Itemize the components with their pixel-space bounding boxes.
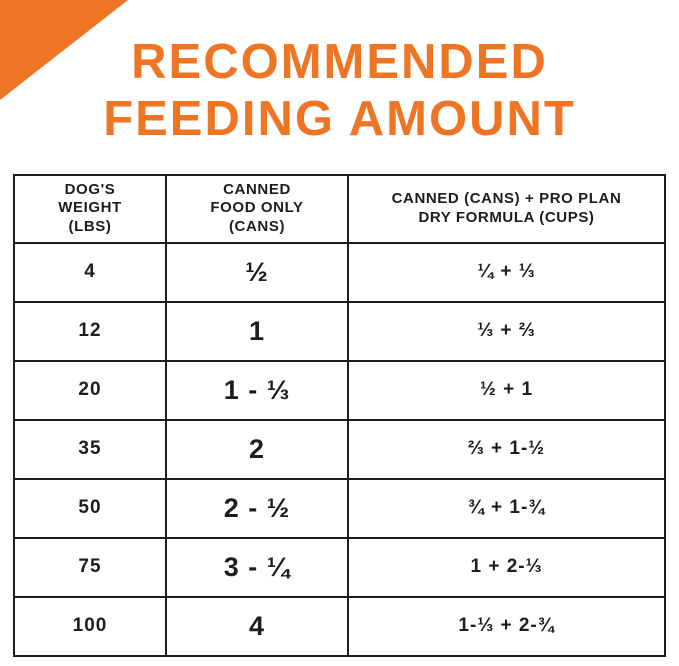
table-row: 100 4 1-⅓ + 2-¾ <box>13 595 666 657</box>
feeding-table: DOG'S WEIGHT (LBS) CANNED FOOD ONLY (CAN… <box>13 173 666 657</box>
cell-canned-plus-dry: 1 + 2-⅓ <box>347 536 666 598</box>
header-canned-food-only: CANNED FOOD ONLY (CANS) <box>165 173 349 244</box>
cell-canned-food-only: 3 - ¼ <box>165 536 349 598</box>
cell-dogs-weight: 20 <box>13 359 167 421</box>
table-row: 12 1 ⅓ + ⅔ <box>13 300 666 362</box>
cell-dogs-weight: 4 <box>13 241 167 303</box>
cell-canned-food-only: 2 - ½ <box>165 477 349 539</box>
cell-canned-plus-dry: ¾ + 1-¾ <box>347 477 666 539</box>
cell-dogs-weight: 35 <box>13 418 167 480</box>
cell-canned-food-only: 1 <box>165 300 349 362</box>
cell-dogs-weight: 100 <box>13 595 167 657</box>
page-title: RECOMMENDED FEEDING AMOUNT <box>0 0 679 148</box>
cell-canned-plus-dry: ⅓ + ⅔ <box>347 300 666 362</box>
cell-canned-plus-dry: ½ + 1 <box>347 359 666 421</box>
cell-canned-food-only: 1 - ⅓ <box>165 359 349 421</box>
page-title-line-2: FEEDING AMOUNT <box>103 91 576 146</box>
table-row: 35 2 ⅔ + 1-½ <box>13 418 666 480</box>
cell-canned-food-only: 2 <box>165 418 349 480</box>
cell-canned-plus-dry: ⅔ + 1-½ <box>347 418 666 480</box>
page-title-line-1: RECOMMENDED <box>131 35 548 89</box>
table-header-row: DOG'S WEIGHT (LBS) CANNED FOOD ONLY (CAN… <box>13 173 666 244</box>
cell-canned-food-only: ½ <box>165 241 349 303</box>
header-dogs-weight: DOG'S WEIGHT (LBS) <box>13 173 167 244</box>
cell-canned-plus-dry: 1-⅓ + 2-¾ <box>347 595 666 657</box>
cell-canned-plus-dry: ¼ + ⅓ <box>347 241 666 303</box>
cell-canned-food-only: 4 <box>165 595 349 657</box>
cell-dogs-weight: 50 <box>13 477 167 539</box>
header-canned-plus-dry: CANNED (CANS) + PRO PLAN DRY FORMULA (CU… <box>347 173 666 244</box>
cell-dogs-weight: 12 <box>13 300 167 362</box>
cell-dogs-weight: 75 <box>13 536 167 598</box>
